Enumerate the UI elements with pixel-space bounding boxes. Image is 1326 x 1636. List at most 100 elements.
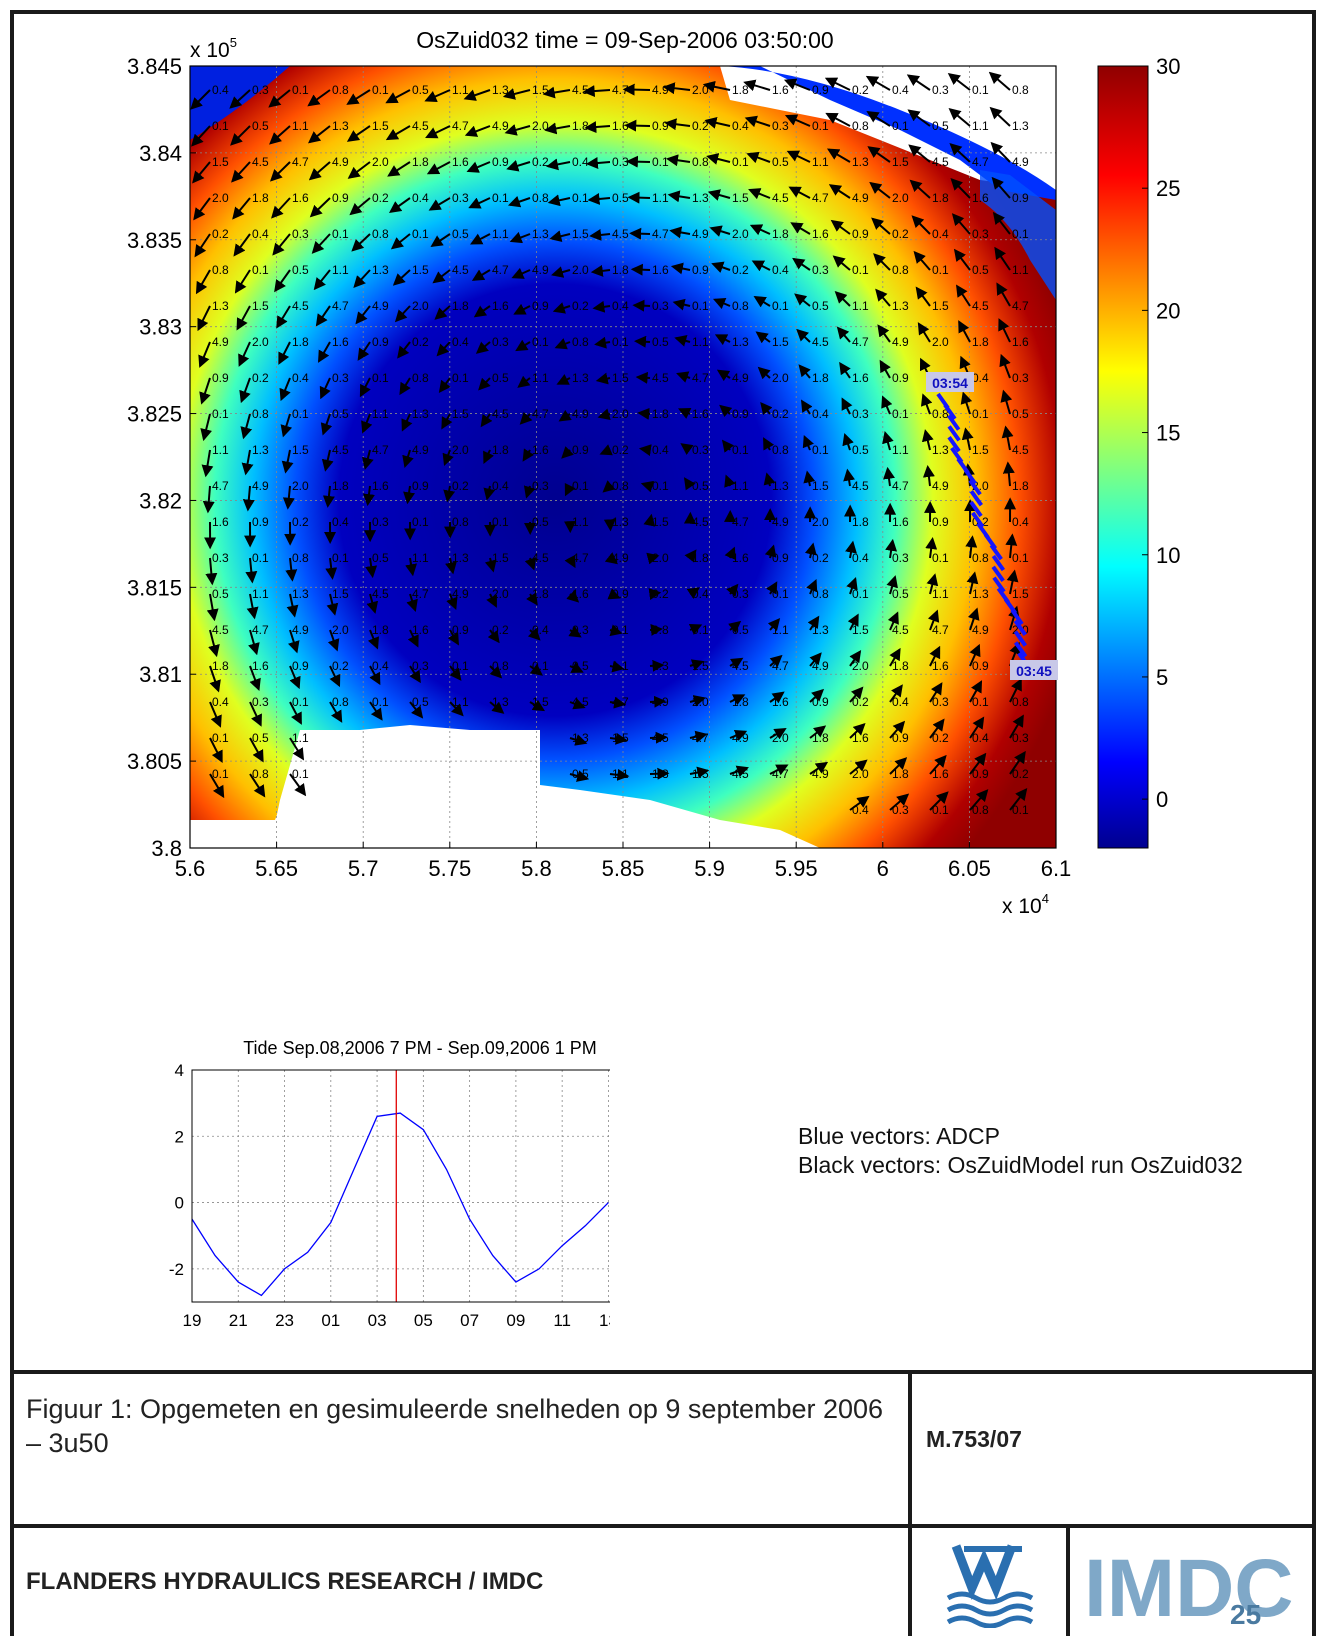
map-x-tick-label: 6	[877, 856, 889, 881]
model-vector-label: 0.1	[292, 767, 309, 781]
model-vector-label: 1.1	[1012, 263, 1029, 277]
y-exponent: x 105	[190, 35, 237, 62]
model-vector	[883, 466, 895, 487]
model-vector-label: 4.9	[812, 767, 829, 781]
model-vector	[449, 701, 464, 717]
model-vector	[361, 413, 373, 434]
model-vector	[473, 305, 491, 318]
model-vector-label: 0.5	[732, 623, 749, 637]
model-vector	[289, 773, 307, 797]
model-vector	[349, 197, 371, 216]
model-vector-label: 0.1	[212, 767, 229, 781]
model-vector-label: 0.8	[572, 335, 589, 349]
model-vector-label: 0.1	[572, 191, 589, 205]
model-vector-label: 0.1	[852, 263, 869, 277]
model-vector	[767, 618, 781, 632]
model-vector	[704, 116, 731, 129]
adcp-vector	[947, 414, 961, 431]
model-vector-label: 4.9	[932, 479, 949, 493]
model-vector-label: 0.8	[452, 515, 469, 529]
model-vector-label: 1.3	[652, 767, 669, 781]
adcp-vector	[991, 554, 1006, 572]
tide-y-tick-label: 0	[175, 1194, 184, 1213]
model-vector	[726, 583, 739, 597]
model-vector-label: 1.3	[212, 299, 229, 313]
model-vector-label: 4.5	[732, 659, 749, 673]
model-vector	[922, 465, 935, 487]
model-vector-label: 1.3	[972, 587, 989, 601]
model-vector	[271, 197, 291, 219]
adcp-end-label-bg	[1010, 660, 1058, 680]
model-vector-label: 0.3	[492, 335, 509, 349]
model-vector	[790, 222, 811, 235]
tide-x-ticks: 19 21 23 01 03 05 07 09 11 13	[183, 1311, 610, 1330]
model-vector-label: 1.6	[732, 551, 749, 565]
model-vector	[322, 485, 335, 508]
model-vector-label: 4.7	[1012, 299, 1029, 313]
model-vector	[929, 645, 941, 667]
model-vector	[390, 233, 411, 250]
model-vector	[929, 791, 949, 811]
model-vector	[276, 305, 291, 329]
model-vector	[513, 303, 531, 315]
model-vector	[625, 155, 651, 168]
model-vector-label: 0.9	[652, 119, 669, 133]
model-vector	[367, 629, 379, 650]
model-vector	[1009, 787, 1028, 811]
model-vector-label: 4.9	[852, 191, 869, 205]
model-vector	[231, 161, 251, 183]
model-vector-label: 1.3	[772, 479, 789, 493]
model-vector-label: 0.8	[612, 479, 629, 493]
adcp-vector	[1013, 641, 1028, 658]
model-vector	[622, 83, 651, 96]
model-vector	[369, 665, 381, 686]
model-vector	[875, 288, 891, 307]
model-vector-label: 1.8	[812, 371, 829, 385]
model-vector	[201, 449, 214, 478]
model-vector-label: 0.5	[612, 191, 629, 205]
model-vector-label: 2.0	[932, 335, 949, 349]
model-vector-label: 0.9	[852, 227, 869, 241]
model-vector	[843, 468, 856, 487]
map-y-tick-label: 3.81	[139, 662, 182, 687]
model-vector	[249, 737, 264, 763]
model-vector	[607, 588, 621, 600]
model-vector-label: 0.3	[452, 191, 469, 205]
model-vector-label: 0.4	[332, 515, 349, 529]
model-vector	[788, 186, 811, 199]
model-vector-label: 1.8	[972, 335, 989, 349]
model-vector-label: 0.8	[652, 623, 669, 637]
model-vector	[564, 554, 576, 569]
model-vector-label: 1.6	[572, 587, 589, 601]
model-vector	[315, 305, 331, 327]
model-vector-label: 0.8	[892, 263, 909, 277]
model-vector	[289, 701, 302, 725]
model-vector-label: 1.3	[412, 407, 429, 421]
model-vector	[769, 654, 783, 668]
model-vector	[289, 737, 305, 761]
model-vector	[757, 366, 771, 380]
model-vector-label: 4.5	[812, 335, 829, 349]
model-vector	[556, 373, 571, 385]
model-vector	[478, 377, 491, 391]
model-vector-label: 0.5	[292, 263, 309, 277]
model-vector-label: 4.5	[652, 371, 669, 385]
model-vector	[949, 143, 971, 163]
model-vector	[504, 124, 531, 136]
model-vector-label: 4.5	[1012, 443, 1029, 457]
model-vector	[748, 188, 771, 200]
divider-footer-top	[10, 1524, 1316, 1528]
model-vector-label: 4.5	[932, 155, 949, 169]
model-vector-label: 1.8	[732, 83, 749, 97]
model-vector	[366, 593, 379, 614]
model-vector-label: 4.7	[852, 335, 869, 349]
model-vector-label: 0.3	[372, 515, 389, 529]
model-vector	[529, 699, 546, 712]
model-vector-label: 0.8	[732, 299, 749, 313]
model-vector	[546, 158, 571, 171]
model-vector-label: 0.9	[292, 659, 309, 673]
model-vector-label: 0.4	[852, 551, 869, 565]
model-vector	[634, 335, 651, 348]
model-vector-label: 1.1	[252, 587, 269, 601]
model-vector-label: 1.8	[252, 191, 269, 205]
